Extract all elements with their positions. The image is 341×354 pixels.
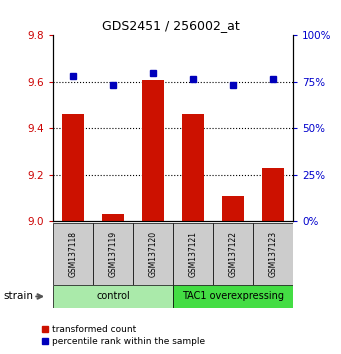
Bar — [53, 223, 93, 285]
Bar — [53, 285, 173, 308]
Bar — [93, 223, 133, 285]
Text: GSM137123: GSM137123 — [269, 231, 278, 277]
Bar — [173, 223, 213, 285]
Text: GSM137119: GSM137119 — [108, 231, 117, 277]
Text: GDS2451 / 256002_at: GDS2451 / 256002_at — [102, 19, 239, 33]
Text: GSM137118: GSM137118 — [69, 231, 77, 277]
Bar — [173, 285, 293, 308]
Bar — [142, 80, 164, 221]
Text: TAC1 overexpressing: TAC1 overexpressing — [182, 291, 284, 302]
Text: GSM137120: GSM137120 — [149, 231, 158, 277]
Bar — [62, 114, 84, 221]
Text: strain: strain — [3, 291, 33, 302]
Text: control: control — [96, 291, 130, 302]
Bar — [133, 223, 173, 285]
Bar — [262, 168, 284, 221]
Bar — [253, 223, 293, 285]
Bar — [222, 196, 244, 221]
Bar — [213, 223, 253, 285]
Text: GSM137122: GSM137122 — [229, 231, 238, 277]
Legend: transformed count, percentile rank within the sample: transformed count, percentile rank withi… — [39, 321, 209, 349]
Bar — [182, 114, 204, 221]
Text: GSM137121: GSM137121 — [189, 231, 197, 277]
Bar — [102, 214, 124, 221]
